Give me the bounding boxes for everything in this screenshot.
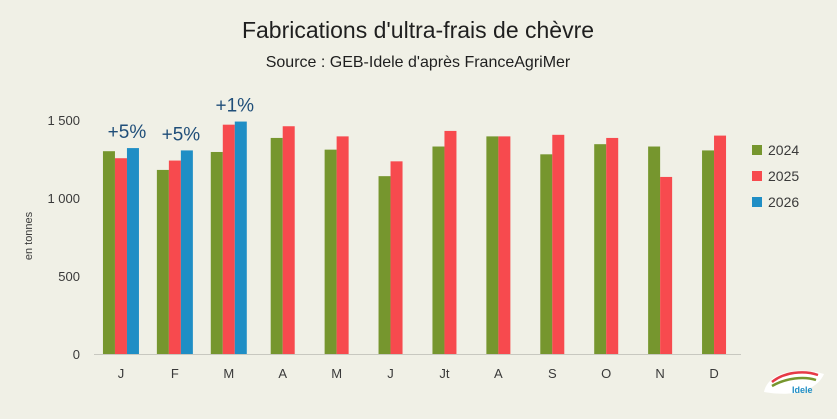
- bar-2024: [540, 154, 553, 354]
- y-tick-label: 1 000: [47, 191, 80, 206]
- x-tick-label: O: [601, 366, 611, 381]
- legend-label-2026: 2026: [768, 194, 799, 210]
- x-tick-label: J: [387, 366, 394, 381]
- x-tick-label: D: [709, 366, 718, 381]
- bar-2025: [282, 126, 295, 355]
- bar-2025: [222, 124, 235, 355]
- annotation-label: +5%: [108, 122, 147, 143]
- y-axis-label: en tonnes: [23, 211, 35, 260]
- annotation-label: +5%: [162, 124, 201, 145]
- x-tick-label: M: [331, 366, 342, 381]
- bar-2024: [270, 137, 283, 354]
- bar-2026: [126, 148, 139, 354]
- chart-subtitle: Source : GEB-Idele d'après FranceAgriMer: [266, 54, 571, 71]
- bar-2025: [390, 161, 403, 354]
- y-tick-label: 1 500: [47, 113, 80, 128]
- bar-2024: [102, 151, 115, 354]
- bar-2024: [648, 146, 661, 354]
- x-tick-label: J: [118, 366, 125, 381]
- x-tick-label: S: [548, 366, 557, 381]
- x-tick-label: A: [278, 366, 287, 381]
- bar-2025: [552, 134, 565, 354]
- bar-2025: [168, 160, 181, 354]
- bar-2025: [606, 137, 619, 354]
- legend-swatch-2025: [752, 171, 762, 181]
- y-tick-label: 0: [73, 347, 80, 362]
- bar-2025: [336, 136, 349, 354]
- logo-green-swoosh: [771, 376, 817, 388]
- legend-label-2025: 2025: [768, 168, 799, 184]
- bar-2024: [432, 146, 445, 354]
- x-tick-label: N: [655, 366, 664, 381]
- legend-swatch-2024: [752, 145, 762, 155]
- bar-2025: [660, 176, 673, 354]
- legend: 2024 2025 2026: [752, 142, 799, 210]
- idele-logo: Idele: [764, 370, 824, 395]
- bar-2025: [114, 158, 127, 354]
- chart-title: Fabrications d'ultra-frais de chèvre: [242, 17, 594, 43]
- legend-swatch-2026: [752, 197, 762, 207]
- annotation-label: +1%: [216, 96, 255, 117]
- bar-2024: [156, 169, 169, 354]
- x-tick-label: A: [494, 366, 503, 381]
- bar-2026: [234, 121, 247, 354]
- y-tick-label: 500: [58, 269, 80, 284]
- bar-2024: [594, 144, 607, 354]
- bar-2024: [486, 136, 499, 354]
- bar-2024: [210, 151, 223, 354]
- plot-area: 0 500 1 000 1 500 J F M A M J Jt A S O N D +5% +5% +1%: [47, 96, 741, 381]
- bar-2025: [444, 130, 457, 354]
- x-tick-label: F: [171, 366, 179, 381]
- bar-2024: [702, 150, 715, 354]
- bar-2024: [378, 176, 391, 354]
- bar-2024: [324, 149, 337, 354]
- bar-2026: [180, 150, 193, 354]
- logo-text: Idele: [792, 385, 813, 395]
- logo-red-swoosh: [771, 371, 819, 383]
- legend-label-2024: 2024: [768, 142, 799, 158]
- bar-2025: [498, 136, 511, 354]
- x-tick-label: M: [223, 366, 234, 381]
- bar-2025: [714, 135, 727, 354]
- x-tick-label: Jt: [439, 366, 450, 381]
